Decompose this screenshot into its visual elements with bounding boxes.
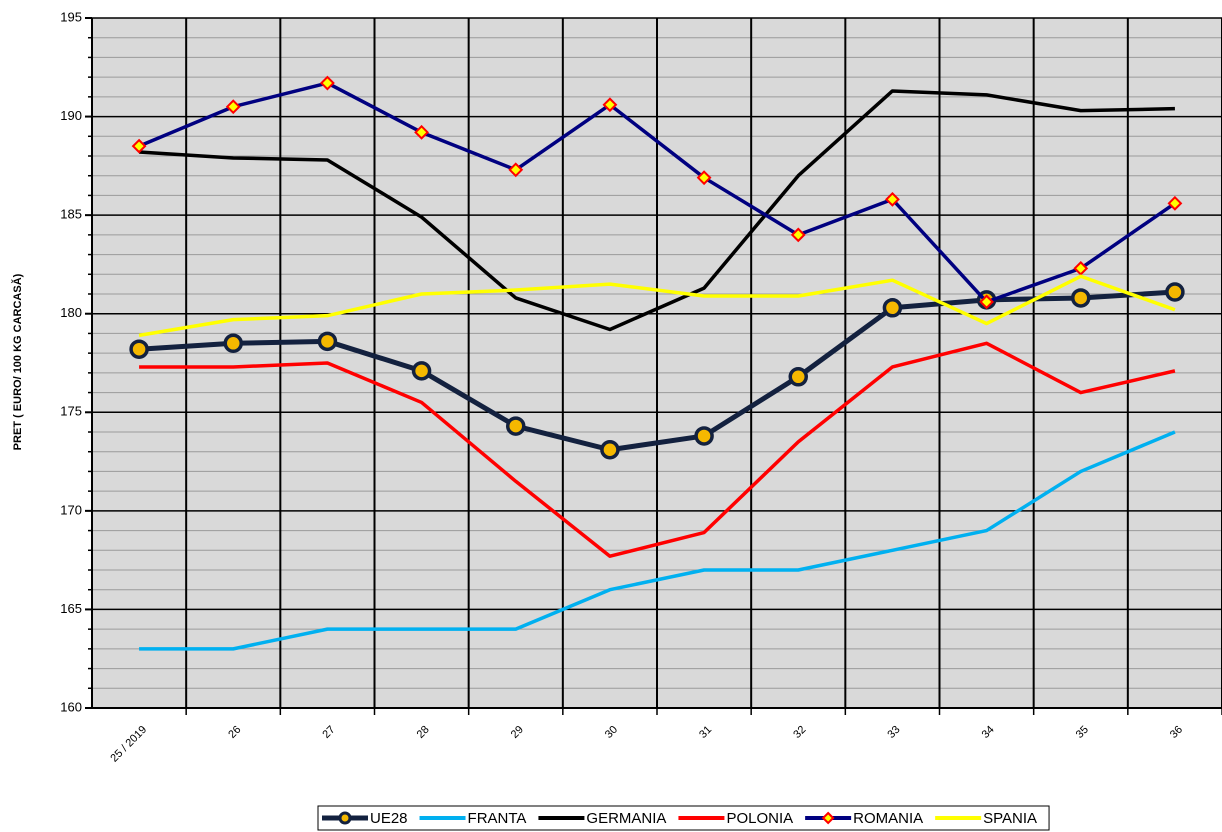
- point: [320, 75, 335, 91]
- point: [1073, 260, 1089, 276]
- legend-marker: [338, 811, 352, 825]
- y-tick-label: 185: [60, 207, 82, 222]
- series-line: [138, 89, 1175, 332]
- y-tick-label: 190: [60, 108, 82, 123]
- legend-label: UE28: [370, 810, 408, 827]
- series-line: [138, 289, 1176, 453]
- x-tick-label: 35: [1074, 724, 1091, 741]
- x-tick-label: 32: [791, 724, 808, 741]
- x-tick-label: 25 / 2019: [108, 724, 149, 765]
- point: [131, 138, 147, 154]
- series-line: [139, 430, 1176, 651]
- point: [129, 339, 149, 359]
- x-tick-label: 34: [980, 724, 997, 741]
- series-line: [138, 274, 1176, 338]
- y-tick-label: 165: [60, 601, 82, 616]
- x-tick-label: 28: [415, 724, 432, 741]
- legend-label: SPANIA: [983, 810, 1037, 827]
- y-tick-label: 180: [60, 305, 82, 320]
- y-tick-label: 160: [60, 699, 82, 714]
- legend-label: GERMANIA: [586, 810, 666, 827]
- point: [885, 191, 900, 207]
- x-tick-label: 30: [603, 724, 620, 741]
- point: [696, 170, 712, 186]
- point: [508, 162, 524, 178]
- point: [317, 331, 338, 352]
- y-tick-label: 195: [60, 9, 82, 24]
- x-tick-label: 29: [509, 724, 526, 741]
- x-tick-label: 33: [885, 724, 902, 741]
- point: [1167, 195, 1183, 211]
- x-tick-label: 26: [226, 724, 243, 741]
- series-line: [139, 341, 1176, 558]
- point: [223, 333, 243, 354]
- point: [1071, 288, 1091, 308]
- legend-label: FRANTA: [468, 810, 527, 827]
- x-tick-label: 27: [320, 724, 337, 741]
- point: [506, 416, 526, 436]
- y-tick-label: 175: [60, 404, 82, 419]
- point: [882, 298, 903, 318]
- legend: UE28 FRANTA GERMANIA POLONIA ROMANIA SPANIA: [317, 805, 1050, 831]
- y-axis-label: PRET ( EURO/ 100 KG CARCASĂ): [11, 273, 24, 450]
- x-tick-label: 31: [697, 724, 714, 741]
- legend-marker: [821, 811, 835, 825]
- point: [790, 227, 806, 243]
- point: [694, 426, 714, 446]
- legend-label: POLONIA: [726, 810, 793, 827]
- series-line: [138, 81, 1176, 304]
- point: [225, 99, 241, 115]
- y-tick-label: 170: [60, 502, 82, 517]
- point: [788, 367, 808, 387]
- point: [602, 97, 618, 113]
- legend-label: ROMANIA: [853, 810, 923, 827]
- point: [1165, 282, 1185, 302]
- point: [411, 361, 432, 381]
- point: [979, 294, 994, 310]
- point: [600, 439, 620, 460]
- x-tick-label: 36: [1168, 724, 1185, 741]
- point: [414, 124, 429, 140]
